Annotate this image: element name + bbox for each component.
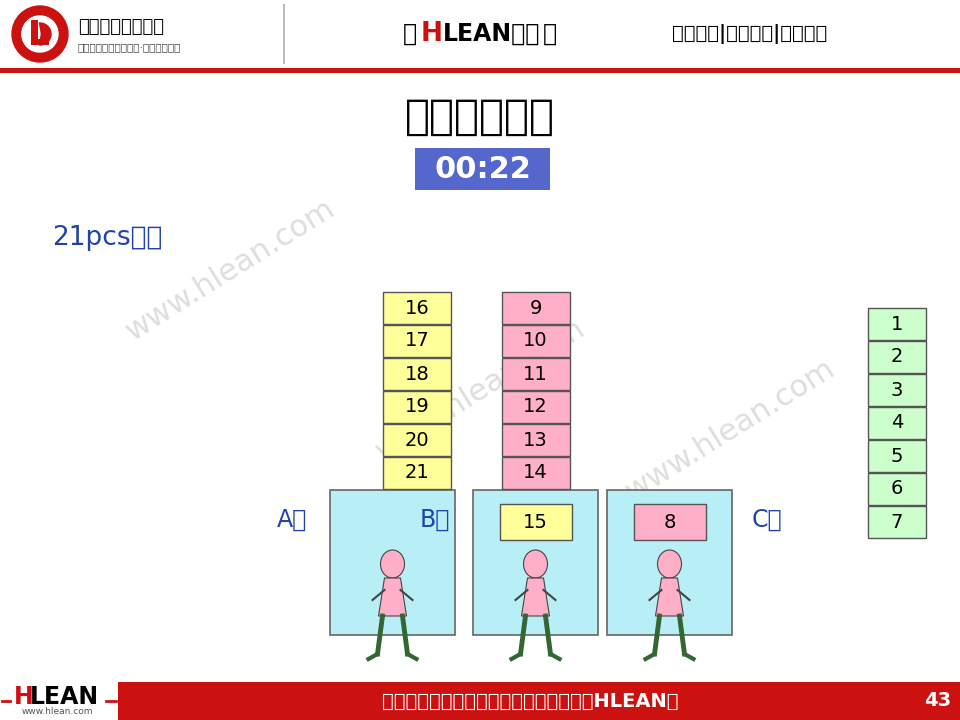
Text: 20: 20	[405, 431, 429, 449]
Bar	[0, 68, 960, 73]
Bar	[383, 457, 451, 489]
Text: www.hlean.com: www.hlean.com	[22, 706, 93, 716]
Bar	[383, 424, 451, 456]
Bar	[868, 374, 926, 406]
Text: LEAN: LEAN	[30, 685, 99, 709]
Text: 8: 8	[663, 513, 676, 531]
Text: www.hlean.com: www.hlean.com	[370, 314, 590, 466]
Text: 4: 4	[891, 413, 903, 433]
Text: 00:22: 00:22	[434, 155, 531, 184]
Text: H: H	[421, 21, 443, 47]
Text: LEAN学堂: LEAN学堂	[444, 22, 540, 46]
Text: 15: 15	[523, 513, 548, 531]
Text: 13: 13	[523, 431, 548, 449]
Bar	[868, 341, 926, 373]
Bar	[31, 20, 38, 42]
Bar	[634, 504, 706, 540]
Text: 【: 【	[403, 22, 417, 46]
Text: 10: 10	[523, 331, 548, 351]
Text: 9: 9	[529, 299, 541, 318]
Bar	[868, 506, 926, 538]
Text: 中国先进精益管理体系·智能制造系统: 中国先进精益管理体系·智能制造系统	[78, 42, 181, 52]
Bar	[868, 407, 926, 439]
Polygon shape	[378, 578, 406, 616]
Text: 19: 19	[404, 397, 429, 416]
Text: 17: 17	[404, 331, 429, 351]
Ellipse shape	[380, 550, 404, 578]
Wedge shape	[22, 17, 40, 52]
Bar	[0, 0, 960, 68]
Bar	[330, 490, 455, 635]
Text: 做行业标杆，找精弘益；要幸福高效，用HLEAN！: 做行业标杆，找精弘益；要幸福高效，用HLEAN！	[382, 691, 679, 711]
Text: www.hlean.com: www.hlean.com	[620, 354, 840, 506]
Bar	[283, 4, 285, 64]
Bar	[501, 292, 569, 324]
Text: 精益生产促进中心: 精益生产促进中心	[78, 18, 164, 36]
Text: 6: 6	[891, 480, 903, 498]
Text: H: H	[14, 685, 34, 709]
Bar	[868, 440, 926, 472]
Text: 1: 1	[891, 315, 903, 333]
Ellipse shape	[523, 550, 547, 578]
Bar	[473, 490, 598, 635]
Bar	[501, 325, 569, 357]
Text: 】: 】	[543, 22, 557, 46]
Text: www.hlean.com: www.hlean.com	[120, 194, 340, 346]
Text: 43: 43	[924, 691, 951, 711]
Bar	[383, 292, 451, 324]
Bar	[383, 391, 451, 423]
Bar	[868, 308, 926, 340]
Bar	[415, 148, 550, 190]
Text: 2: 2	[891, 348, 903, 366]
Text: B站: B站	[420, 508, 450, 532]
Text: 3: 3	[891, 380, 903, 400]
Bar	[0, 682, 118, 720]
Text: 18: 18	[404, 364, 429, 384]
Text: 12: 12	[523, 397, 548, 416]
Bar	[383, 358, 451, 390]
Bar	[868, 473, 926, 505]
Polygon shape	[656, 578, 684, 616]
Text: 精益生产|智能制造|管理前沿: 精益生产|智能制造|管理前沿	[672, 24, 828, 44]
Text: 16: 16	[404, 299, 429, 318]
Polygon shape	[521, 578, 549, 616]
Circle shape	[29, 23, 51, 45]
Bar	[383, 325, 451, 357]
Circle shape	[22, 16, 58, 52]
Bar	[501, 457, 569, 489]
Bar	[501, 424, 569, 456]
Bar	[31, 39, 49, 45]
Text: A站: A站	[276, 508, 307, 532]
Bar	[607, 490, 732, 635]
Text: 5: 5	[891, 446, 903, 466]
Text: C站: C站	[752, 508, 782, 532]
Bar	[501, 391, 569, 423]
Bar	[0, 682, 960, 720]
Text: 21pcs产品: 21pcs产品	[52, 225, 162, 251]
Bar	[499, 504, 571, 540]
Text: 传统堆货生产: 传统堆货生产	[405, 96, 555, 138]
Bar	[501, 358, 569, 390]
Text: 11: 11	[523, 364, 548, 384]
Ellipse shape	[658, 550, 682, 578]
Text: 14: 14	[523, 464, 548, 482]
Text: 21: 21	[404, 464, 429, 482]
Text: 7: 7	[891, 513, 903, 531]
Circle shape	[12, 6, 68, 62]
